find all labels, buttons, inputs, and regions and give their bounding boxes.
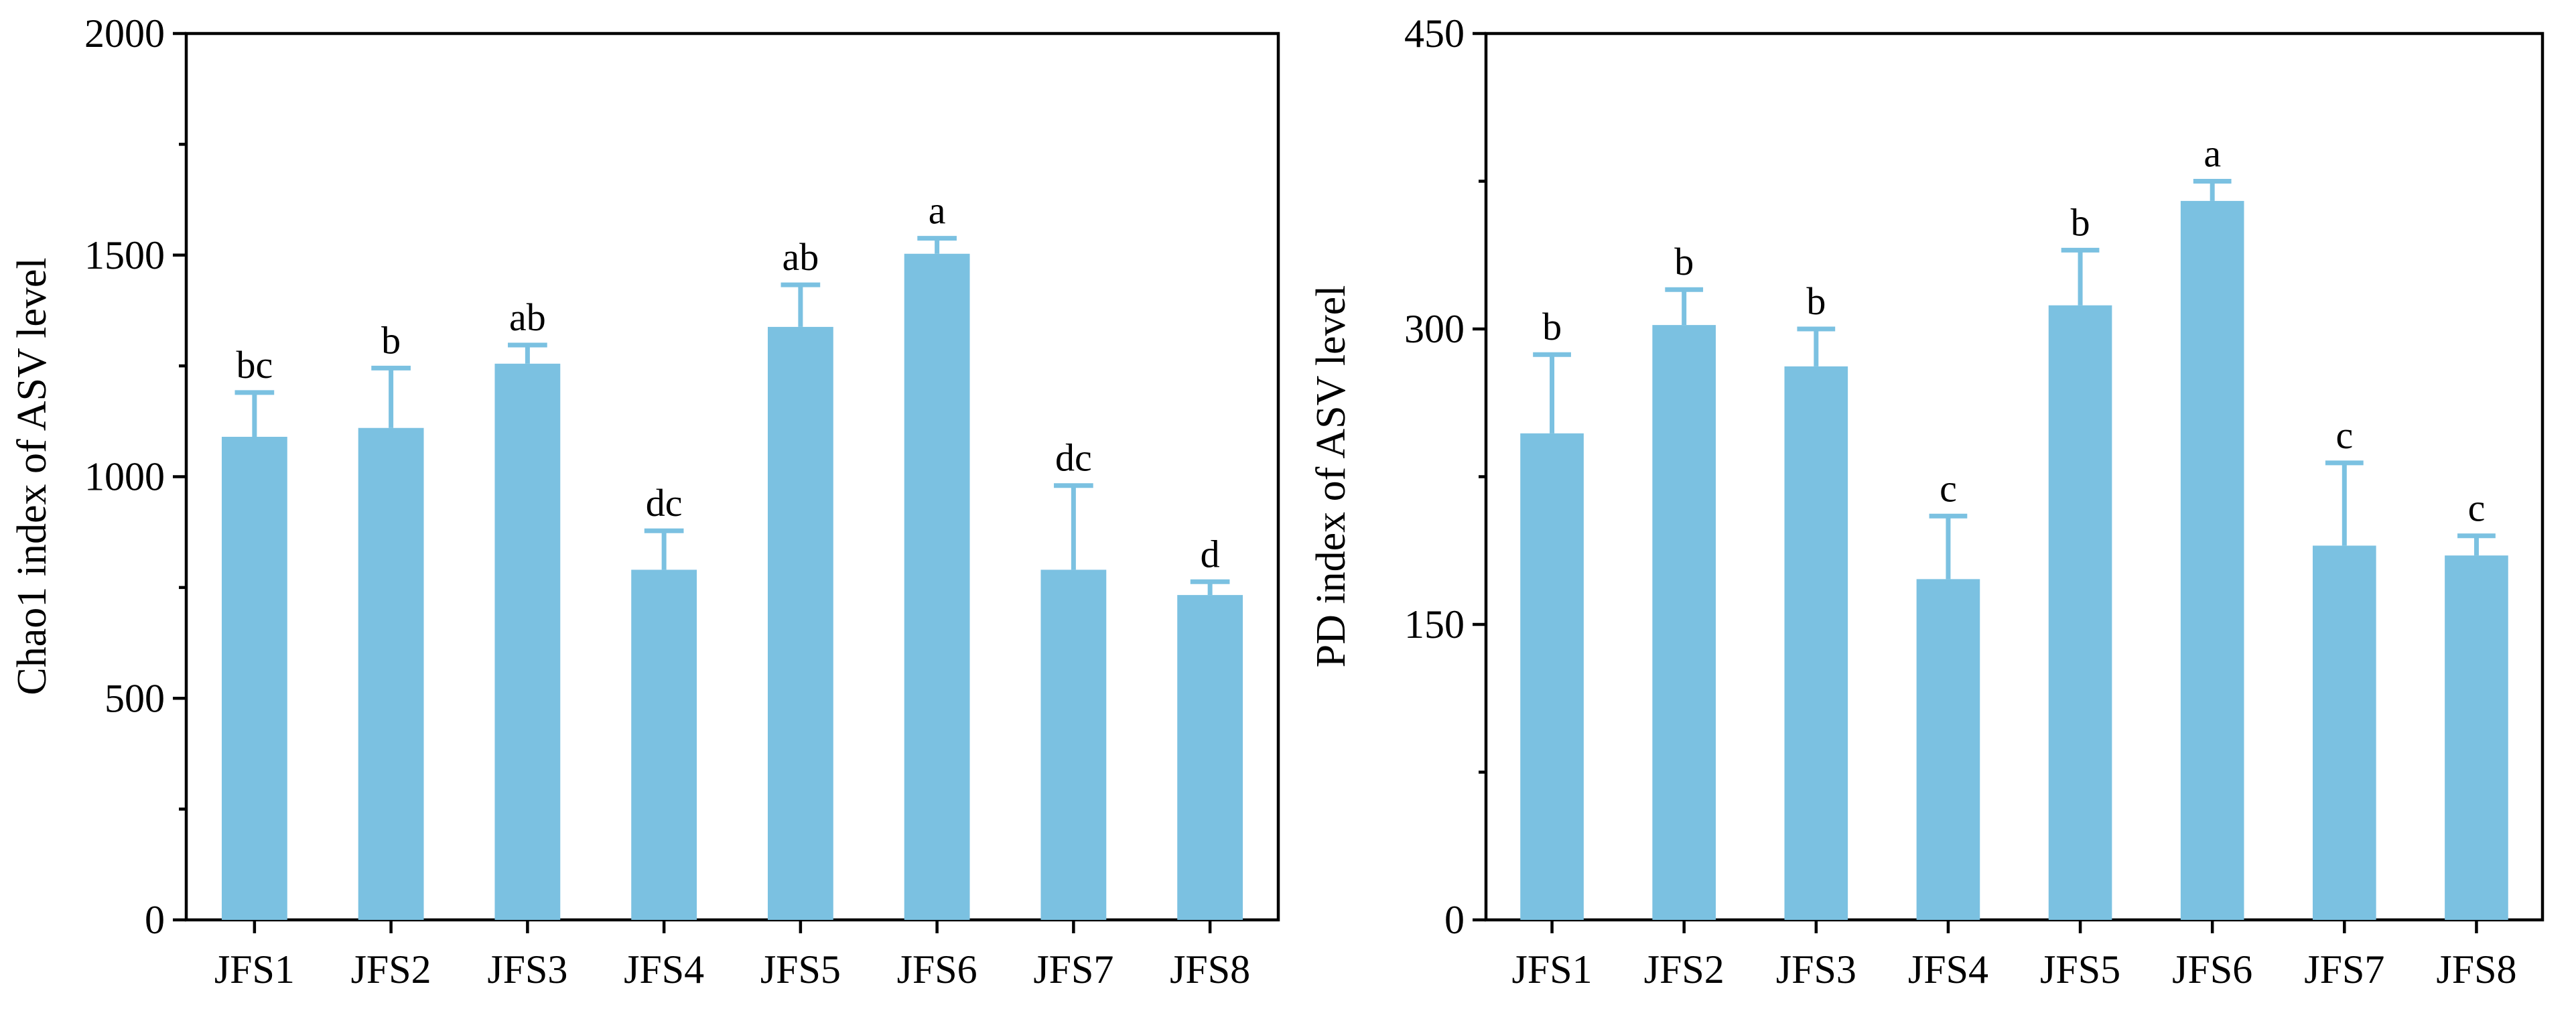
significance-label: a [929,189,946,232]
significance-label: c [2468,486,2486,530]
bar-jfs8 [1177,595,1243,920]
bar-jfs4 [631,569,697,920]
y-tick-label: 2000 [84,11,165,56]
chao1-chart: 0 500 1000 1500 2000 Chao1 index of ASV level… [9,11,1280,992]
x-tick-label: JFS8 [1170,947,1250,992]
significance-label: dc [646,481,683,525]
x-tick-label: JFS6 [897,947,977,992]
y-tick-label: 450 [1404,11,1465,56]
bar-jfs7 [2313,545,2376,920]
x-tick-label: JFS1 [214,947,295,992]
significance-label: a [2204,132,2221,176]
bar-jfs6 [904,253,970,920]
y-axis-title: PD index of ASV level [1308,285,1354,668]
y-tick-label: 1000 [84,455,165,499]
significance-label: dc [1055,436,1092,480]
x-tick-label: JFS5 [760,947,841,992]
x-tick-label: JFS3 [1776,947,1856,992]
bar-jfs2 [1652,325,1716,920]
x-tick-label: JFS4 [1908,947,1988,992]
bar-jfs6 [2180,200,2244,920]
x-tick-label: JFS1 [1512,947,1592,992]
plot-frame [1484,31,2545,922]
y-tick-label: 1500 [84,233,165,277]
y-tick-label: 300 [1404,307,1465,351]
significance-label: b [1542,305,1562,348]
bar-jfs2 [358,427,424,920]
x-tick-label: JFS7 [1033,947,1113,992]
bar-jfs1 [221,436,287,920]
x-tick-label: JFS4 [624,947,704,992]
bar-jfs3 [1784,366,1848,920]
x-tick-label: JFS8 [2436,947,2516,992]
pd-chart: 0 150 300 450 PD index of ASV level b JFS1 b JFS… [1308,11,2545,992]
significance-label: c [2335,413,2353,457]
plot-frame [184,31,1280,922]
y-axis-title: Chao1 index of ASV level [9,257,55,695]
significance-label: bc [236,343,273,387]
significance-label: b [381,318,401,362]
bar-jfs5 [2048,305,2112,921]
significance-label: b [1674,240,1694,283]
significance-label: c [1940,466,1957,510]
bar-jfs5 [767,326,833,921]
x-tick-label: JFS2 [351,947,431,992]
significance-label: b [1806,279,1826,323]
bar-jfs4 [1916,579,1980,920]
bar-jfs8 [2445,555,2508,920]
x-tick-label: JFS6 [2172,947,2252,992]
x-tick-label: JFS7 [2304,947,2384,992]
y-tick-label: 150 [1404,602,1465,647]
significance-label: d [1201,532,1220,576]
x-tick-label: JFS2 [1644,947,1724,992]
bar-jfs7 [1040,569,1107,920]
bar-jfs3 [494,363,561,920]
x-tick-label: JFS5 [2040,947,2120,992]
y-tick-label: 500 [105,676,165,720]
x-tick-label: JFS3 [487,947,567,992]
significance-label: ab [783,235,819,279]
y-tick-label: 0 [145,898,165,942]
significance-label: b [2071,200,2090,244]
significance-label: ab [509,295,546,339]
bar-jfs1 [1520,433,1584,920]
y-tick-label: 0 [1444,898,1465,942]
